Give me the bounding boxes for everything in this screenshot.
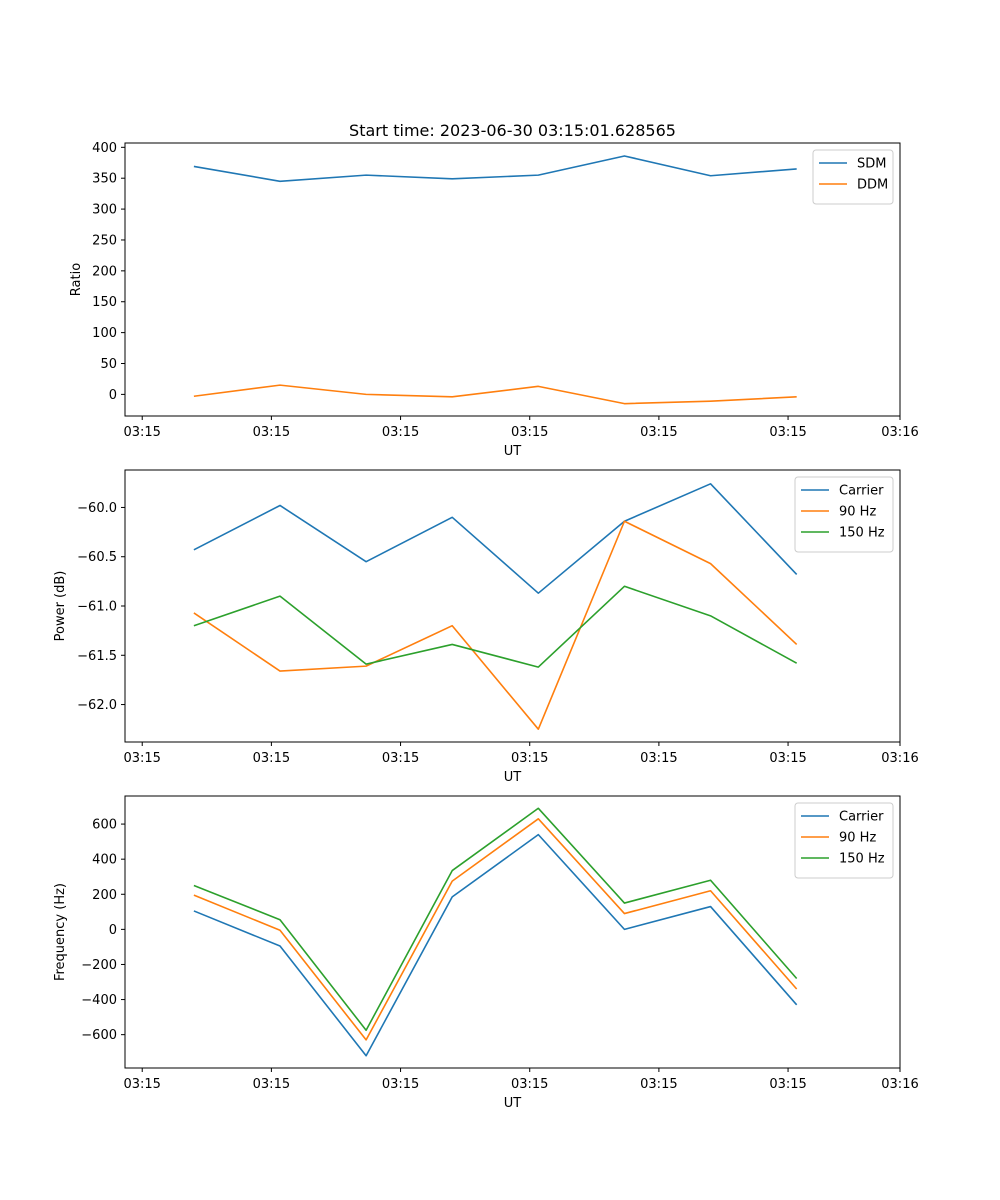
series-line-3 [193, 585, 798, 668]
y-tick-label: −60.0 [77, 501, 117, 516]
legend-entry-label: Carrier [839, 484, 884, 499]
series-line-2 [193, 818, 798, 1041]
x-tick-label: 03:16 [881, 425, 918, 440]
x-tick-label: 03:15 [511, 425, 548, 440]
legend: Carrier 90 Hz 150 Hz [794, 476, 894, 553]
axes-frame [124, 795, 901, 1069]
y-tick-label: 0 [109, 388, 117, 403]
x-tick-label: 03:15 [253, 425, 290, 440]
y-tick-label: 50 [100, 357, 117, 372]
x-tick-label: 03:15 [640, 425, 677, 440]
y-tick-label: 350 [92, 172, 117, 187]
series-line-2 [193, 384, 797, 405]
x-tick-label: 03:15 [511, 1077, 548, 1092]
x-tick-label: 03:16 [881, 1077, 918, 1092]
y-tick-label: 250 [92, 233, 117, 248]
x-tick-label: 03:15 [382, 1077, 419, 1092]
x-tick-label: 03:15 [253, 1077, 290, 1092]
axes-frame [124, 142, 901, 417]
y-tick-label: 200 [92, 264, 117, 279]
x-tick-label: 03:15 [769, 425, 806, 440]
series-line-1 [193, 833, 798, 1057]
y-tick-label: 200 [92, 888, 117, 903]
y-tick-label: −61.0 [77, 600, 117, 615]
legend: SDM DDM [812, 149, 894, 205]
y-tick-label: 150 [92, 295, 117, 310]
legend-entry-label: 90 Hz [839, 505, 876, 520]
x-tick-label: 03:15 [382, 425, 419, 440]
series-line-1 [193, 482, 798, 594]
subplot-2: 03:15 03:15 03:15 03:15 03:15 03:15 03:16 −62.0… [53, 469, 919, 785]
x-tick-label: 03:15 [511, 751, 548, 766]
subplot-1: 03:15 03:15 03:15 03:15 03:15 03:15 03:16 0 50 10… [69, 141, 919, 459]
legend-entry-label: 150 Hz [839, 526, 885, 541]
x-tick-label: 03:15 [123, 1077, 160, 1092]
y-tick-label: −600 [81, 1028, 117, 1043]
x-tick-label: 03:15 [382, 751, 419, 766]
subplot-3: 03:15 03:15 03:15 03:15 03:15 03:15 03:16 −600 −… [53, 795, 919, 1111]
y-tick-label: −60.5 [77, 550, 117, 565]
x-axis-label: UT [504, 1096, 522, 1111]
y-tick-label: 600 [92, 818, 117, 833]
x-tick-label: 03:15 [123, 425, 160, 440]
y-tick-label: −200 [81, 958, 117, 973]
chart-title: Start time: 2023-06-30 03:15:01.628565 [349, 121, 676, 140]
x-tick-label: 03:15 [769, 751, 806, 766]
legend-box [794, 476, 894, 553]
x-axis-label: UT [504, 770, 522, 785]
x-tick-label: 03:15 [640, 751, 677, 766]
plots-group: 03:15 03:15 03:15 03:15 03:15 03:15 03:16 0 50 10… [53, 141, 919, 1111]
y-tick-label: 300 [92, 203, 117, 218]
x-tick-label: 03:15 [253, 751, 290, 766]
x-tick-label: 03:16 [881, 751, 918, 766]
legend-entry-label: Carrier [839, 810, 884, 825]
y-tick-label: 0 [109, 923, 117, 938]
y-tick-label: −62.0 [77, 698, 117, 713]
legend-entry-label: SDM [857, 157, 886, 172]
legend-box [794, 802, 894, 879]
y-axis-label: Ratio [69, 263, 84, 296]
x-axis-label: UT [504, 444, 522, 459]
legend: Carrier 90 Hz 150 Hz [794, 802, 894, 879]
series-line-2 [193, 520, 798, 730]
x-tick-label: 03:15 [123, 751, 160, 766]
y-tick-label: 400 [92, 141, 117, 156]
y-tick-label: −61.5 [77, 649, 117, 664]
y-tick-label: 400 [92, 853, 117, 868]
x-tick-label: 03:15 [640, 1077, 677, 1092]
x-tick-label: 03:15 [769, 1077, 806, 1092]
legend-entry-label: DDM [857, 178, 888, 193]
y-tick-label: 100 [92, 326, 117, 341]
legend-entry-label: 90 Hz [839, 831, 876, 846]
legend-entry-label: 150 Hz [839, 852, 885, 867]
y-axis-label: Power (dB) [53, 571, 68, 642]
series-line-1 [193, 155, 797, 183]
series-line-3 [193, 807, 798, 1032]
y-axis-label: Frequency (Hz) [53, 883, 68, 981]
y-tick-label: −400 [81, 993, 117, 1008]
